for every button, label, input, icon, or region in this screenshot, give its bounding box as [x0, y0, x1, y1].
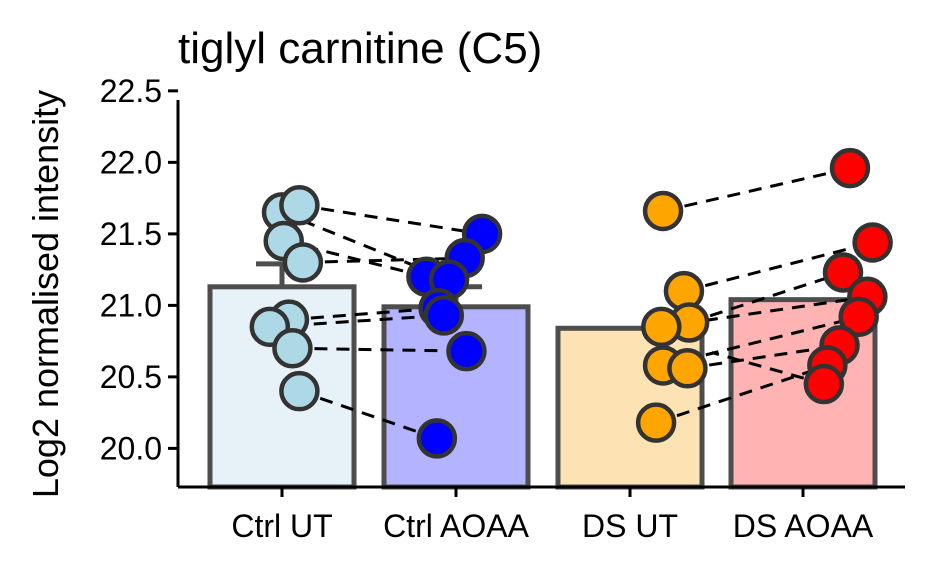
pair-line — [655, 364, 829, 425]
pair-line — [688, 271, 845, 324]
pair-line — [662, 166, 852, 213]
pair-line — [302, 256, 465, 264]
data-point — [282, 242, 324, 283]
pair-line — [292, 346, 467, 353]
pair-line — [288, 306, 439, 322]
y-tick-label: 21.5 — [100, 216, 162, 252]
pair-line — [281, 211, 450, 282]
data-point — [423, 295, 465, 336]
pair-line — [298, 389, 438, 440]
data-point — [838, 296, 879, 338]
y-tick-label: 20.0 — [100, 430, 162, 466]
data-point — [279, 370, 320, 412]
pair-line — [687, 343, 841, 370]
x-tick-label: DS UT — [582, 508, 678, 544]
pair-line — [711, 351, 826, 386]
pair-line — [299, 203, 483, 236]
data-point — [667, 348, 708, 389]
y-tick-label: 22.0 — [100, 144, 162, 180]
data-point — [635, 402, 677, 443]
data-point — [822, 252, 864, 293]
data-point — [446, 330, 487, 372]
data-point — [279, 185, 320, 226]
data-point — [852, 222, 893, 263]
axes-layer: 20.0 20.5 21.0 21.5 22.0 22.5 Ctrl UT Ctrl AOAA… — [100, 73, 905, 544]
chart-title: tiglyl carnitine (C5) — [178, 24, 542, 73]
data-point — [641, 306, 682, 348]
pair-line — [683, 240, 874, 293]
y-axis-label: Log2 normalised intensity — [25, 90, 66, 498]
data-point — [803, 363, 845, 405]
x-tick-label: DS AOAA — [733, 508, 874, 544]
y-tick-label: 21.0 — [100, 287, 162, 323]
data-point — [416, 418, 458, 459]
data-point — [642, 190, 684, 232]
x-tick-label: Ctrl AOAA — [383, 508, 529, 544]
y-tick-label: 22.5 — [100, 73, 162, 109]
y-tick-label: 20.5 — [100, 359, 162, 395]
data-point — [272, 328, 313, 369]
x-tick-label: Ctrl UT — [231, 508, 332, 544]
data-point — [829, 147, 871, 189]
points-layer — [249, 147, 893, 459]
